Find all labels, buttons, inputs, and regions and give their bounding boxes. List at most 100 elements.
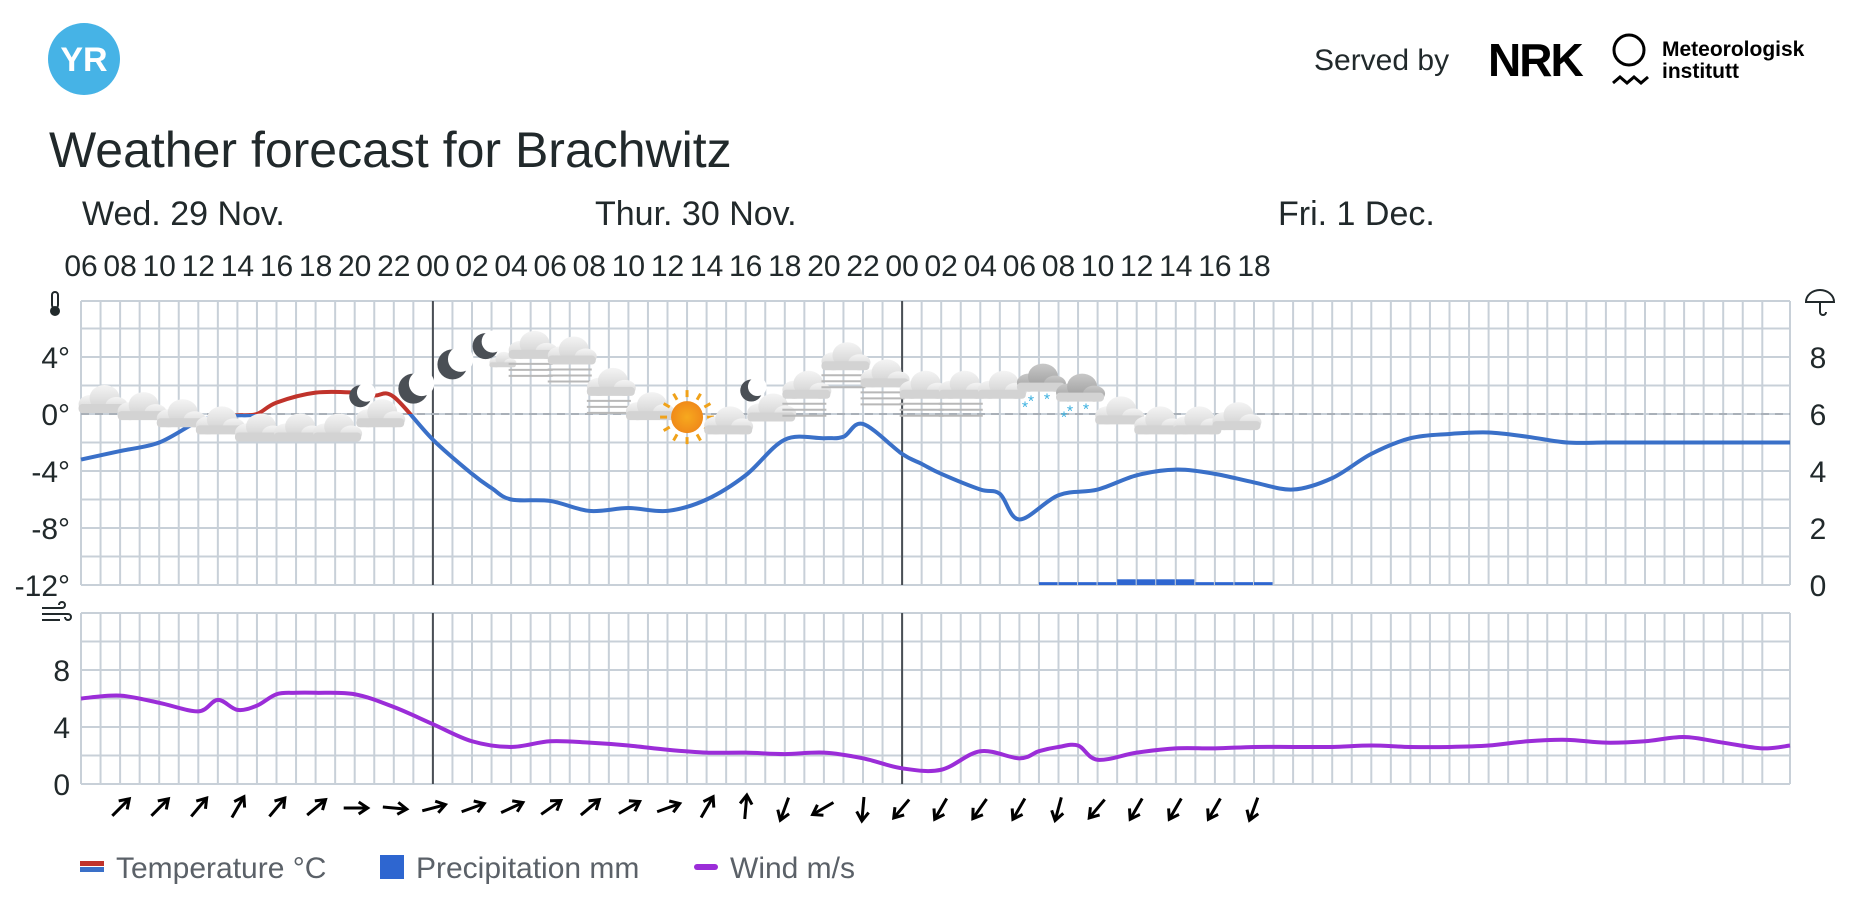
nrk-logo-text: NRK <box>1488 34 1583 86</box>
hour-label: 08 <box>573 250 606 283</box>
svg-text:*: * <box>1028 394 1034 411</box>
precipitation-bar <box>1254 582 1273 585</box>
hour-label: 08 <box>103 250 136 283</box>
weather-cloud-fog-icon <box>508 330 558 377</box>
legend-item-wind: Wind m/s <box>694 852 855 885</box>
precipitation-bar <box>1097 582 1117 585</box>
weather-cloud-snow-icon: * ** <box>1056 373 1106 427</box>
wind-arrow <box>190 795 209 818</box>
hour-label: 06 <box>1003 250 1036 283</box>
hour-label: 02 <box>455 250 488 283</box>
met-logo-line2: institutt <box>1662 60 1739 83</box>
served-by-label: Served by <box>1314 44 1449 77</box>
wind-axis: 8 4 0 <box>53 655 70 802</box>
yr-logo[interactable]: YR <box>48 23 120 95</box>
legend-label: Wind m/s <box>730 852 855 885</box>
wind-tick: 8 <box>53 655 70 688</box>
day-label: Thur. 30 Nov. <box>595 195 797 233</box>
svg-text:*: * <box>1022 400 1028 417</box>
hour-label: 22 <box>846 250 879 283</box>
hour-label: 08 <box>1042 250 1075 283</box>
wind-arrow <box>579 797 602 817</box>
hour-label: 12 <box>651 250 684 283</box>
precipitation-bar <box>1117 579 1136 585</box>
svg-text:*: * <box>1044 392 1050 409</box>
precip-tick: 8 <box>1810 342 1827 375</box>
legend-label: Precipitation mm <box>416 852 639 885</box>
umbrella-icon <box>1804 289 1836 316</box>
precipitation-bar <box>1195 582 1214 585</box>
wind-arrow <box>382 801 410 816</box>
met-institute-logo[interactable]: Meteorologisk institutt <box>1612 33 1805 85</box>
temp-tick: -12° <box>15 570 70 603</box>
weather-cloud-fog-icon <box>782 370 832 417</box>
legend-item-precipitation: Precipitation mm <box>380 852 639 885</box>
weather-cloud-fog-icon <box>938 370 988 417</box>
hour-label: 14 <box>221 250 254 283</box>
hour-label: 12 <box>1120 250 1153 283</box>
wind-arrow <box>461 799 487 814</box>
wind-series <box>80 690 1791 774</box>
nrk-logo[interactable]: NRK <box>1488 34 1585 86</box>
hour-label: 18 <box>1237 250 1270 283</box>
hour-label: 06 <box>64 250 97 283</box>
precip-tick: 2 <box>1810 513 1827 546</box>
precipitation-bars <box>1038 579 1273 585</box>
weather-cloud-icon <box>313 413 363 442</box>
legend-item-temperature: Temperature °C <box>80 852 326 885</box>
weather-cloud-icon <box>1173 406 1223 435</box>
hour-label: 16 <box>729 250 762 283</box>
hour-label: 10 <box>612 250 645 283</box>
weather-cloud-icon <box>156 399 206 428</box>
temperature-series-above-zero <box>226 389 413 414</box>
hour-label: 02 <box>925 250 958 283</box>
wind-arrow <box>1245 797 1260 823</box>
temperature-line <box>80 389 1790 522</box>
met-logo-line1: Meteorologisk <box>1662 38 1805 61</box>
temp-tick: 0° <box>41 399 70 432</box>
wind-arrow <box>150 796 171 817</box>
hour-label: 00 <box>885 250 918 283</box>
wind-arrow <box>1167 797 1183 822</box>
wind-arrow <box>971 798 988 821</box>
wind-direction-arrows <box>111 792 1260 824</box>
wind-arrow <box>500 799 526 815</box>
svg-text:*: * <box>1083 402 1089 419</box>
wind-tick: 4 <box>53 712 70 745</box>
wind-arrow <box>656 799 683 814</box>
precipitation-bar <box>1136 579 1156 585</box>
wind-arrow <box>230 794 247 819</box>
temperature-grid <box>80 300 1791 586</box>
wind-arrow <box>540 798 564 816</box>
day-label: Fri. 1 Dec. <box>1278 195 1435 233</box>
hour-label: 00 <box>416 250 449 283</box>
wind-tick: 0 <box>53 769 70 802</box>
wind-arrow <box>932 797 948 822</box>
wind-arrow <box>421 799 449 814</box>
precip-tick: 0 <box>1810 570 1827 603</box>
wind-arrow <box>738 792 754 820</box>
hour-label: 22 <box>377 250 410 283</box>
hour-label: 04 <box>494 250 527 283</box>
hour-label: 16 <box>260 250 293 283</box>
hour-label: 20 <box>338 250 371 283</box>
hour-label: 06 <box>534 250 567 283</box>
wind-arrow <box>1050 796 1065 824</box>
weather-moon-cloud-small-icon <box>472 330 517 368</box>
weather-cloud-fog-icon <box>547 336 597 383</box>
weather-cloud-icon <box>1212 402 1262 431</box>
hour-label: 04 <box>964 250 997 283</box>
wind-arrow <box>810 801 835 817</box>
page-title: Weather forecast for Brachwitz <box>49 122 732 178</box>
hour-label: 14 <box>690 250 723 283</box>
wind-arrow <box>855 796 870 824</box>
hour-labels: 06 08 10 12 14 16 18 20 22 00 02 04 06 08 10 12 14 16 18 20… <box>64 250 1270 283</box>
precip-tick: 4 <box>1810 456 1827 489</box>
hour-label: 12 <box>182 250 215 283</box>
wind-arrow <box>1128 797 1144 822</box>
precipitation-bar <box>1038 582 1058 585</box>
hour-label: 14 <box>1159 250 1192 283</box>
wind-arrow <box>699 794 716 819</box>
